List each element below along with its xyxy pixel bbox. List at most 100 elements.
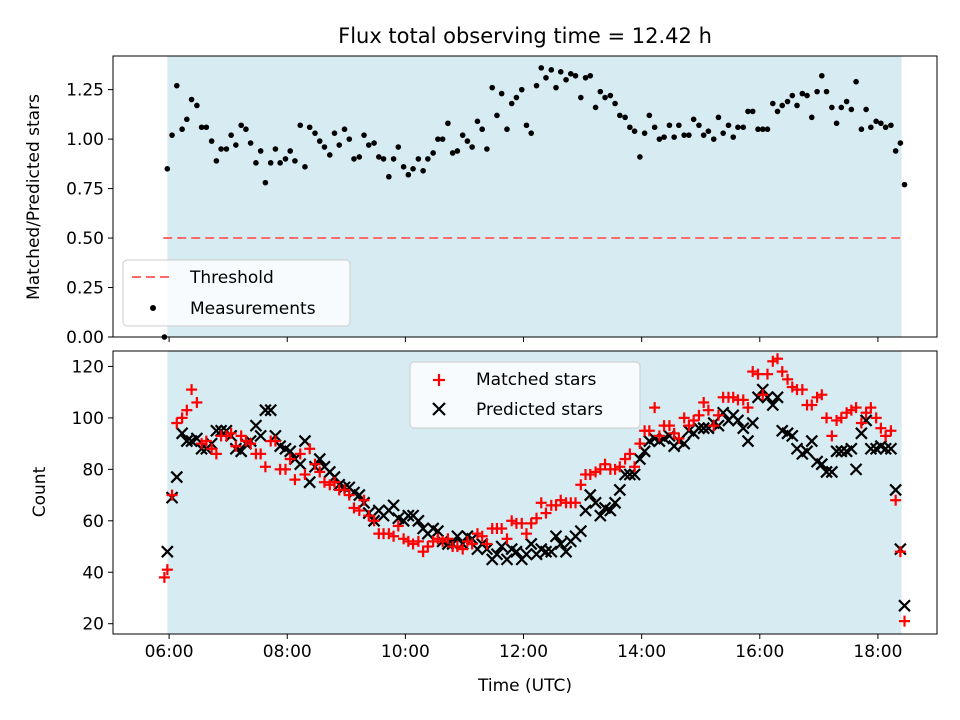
predicted-point [387,499,400,512]
measurement-point [572,72,579,79]
measurement-point [789,92,796,99]
measurement-point [759,126,766,133]
measurement-point [843,98,850,105]
matched-point [496,523,508,535]
matched-point [255,448,267,460]
measurement-point [179,126,185,133]
measurement-points [161,65,908,340]
measurement-point [838,104,845,111]
measurement-point [376,154,382,160]
measurement-point [735,124,741,131]
matched-point [663,420,675,432]
measurement-point [740,124,747,131]
measurement-point [257,148,264,154]
measurement-point [582,74,589,81]
measurement-point [696,122,702,129]
matched-point [158,571,170,583]
measurement-point [873,118,879,125]
measurement-point [425,156,431,162]
measurement-point [888,122,894,129]
matched-legend-label: Matched stars [476,370,596,390]
predicted-point [771,391,784,404]
measurement-point [538,65,545,71]
predicted-point [786,429,799,443]
matched-point [501,533,513,545]
measurement-point [420,167,426,174]
predicted-point [864,442,878,456]
measurement-point [804,92,810,99]
measurement-point [194,102,200,109]
matched-point [678,412,690,424]
matched-point [289,474,301,486]
matched-point [850,402,862,414]
measurement-point [508,100,515,107]
matched-point [885,425,897,437]
measurement-point [513,94,520,101]
matched-point [269,435,281,447]
predicted-point [249,419,263,432]
measurement-point [666,122,673,129]
measurement-point [415,156,422,162]
predicted-point [254,429,267,443]
count-legend-box [409,361,641,429]
matched-point [353,505,365,517]
matched-point [653,430,665,442]
measurement-point [819,72,825,79]
measurement-point [764,126,771,133]
count-y-tick-label: 40 [82,563,104,583]
matched-point [314,466,326,478]
measurement-point [321,144,328,150]
measurement-point [627,124,633,131]
predicted-point [495,540,508,553]
measurement-point [700,132,707,138]
measurement-point [602,94,608,101]
matched-point [516,517,528,529]
measurement-point [715,114,722,121]
measurement-point [218,146,224,152]
matched-point [309,458,321,470]
measurement-point [316,138,323,144]
measurement-point [681,132,687,138]
measurement-point [617,112,623,119]
measurement-point [267,160,274,166]
matched-point [535,497,547,509]
predicted-point [697,421,710,435]
measurement-point [435,136,441,142]
measurement-point [445,120,451,127]
matched-point [752,368,764,380]
measurement-point [858,126,865,133]
measurement-point [533,82,540,89]
matched-point [865,402,877,414]
matched-point [737,394,749,406]
measurement-point [213,158,220,164]
predicted-point [402,509,415,522]
matched-point [210,448,222,460]
matched-point [457,543,469,555]
ratio-panel: 0.00 0.25 0.50 0.75 1.00 1.25 Matched/Predict… [24,55,938,348]
matched-point [673,432,685,444]
matched-point [442,533,454,545]
predicted-point [594,509,607,522]
measurement-point [287,148,294,154]
measurement-point [489,84,496,91]
measurement-point [326,152,333,158]
measurement-point [356,154,363,160]
predicted-point [677,437,691,450]
matched-point [649,402,661,414]
matched-point [806,399,818,411]
measurement-point [892,148,899,154]
matched-point [294,448,306,460]
predicted-point [583,488,597,502]
predicted-point [849,463,863,476]
matched-point [363,510,375,522]
measurement-point [769,100,776,107]
measurement-point [814,88,820,95]
count-y-tick-label: 60 [82,512,104,532]
matched-point [304,443,316,455]
measurement-point [223,146,230,152]
matched-point [702,404,714,416]
predicted-legend-icon [432,402,446,416]
measurement-point [243,126,249,133]
measurement-point [671,134,677,140]
predicted-point [741,434,755,448]
